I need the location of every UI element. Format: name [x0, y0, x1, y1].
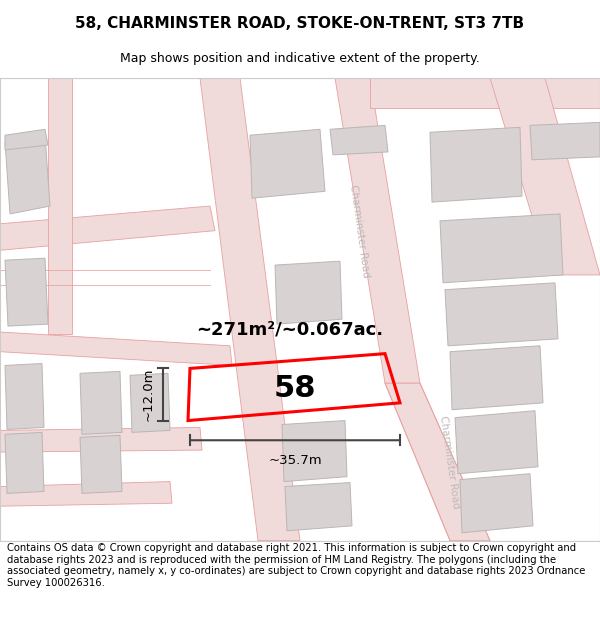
- Polygon shape: [285, 482, 352, 531]
- Text: Map shows position and indicative extent of the property.: Map shows position and indicative extent…: [120, 52, 480, 65]
- Polygon shape: [5, 129, 48, 150]
- Polygon shape: [440, 214, 563, 282]
- Polygon shape: [0, 206, 215, 251]
- Polygon shape: [5, 258, 48, 326]
- Polygon shape: [430, 127, 522, 202]
- Text: ~12.0m: ~12.0m: [142, 368, 155, 421]
- Polygon shape: [130, 373, 170, 432]
- Polygon shape: [455, 411, 538, 474]
- Polygon shape: [530, 122, 600, 160]
- Polygon shape: [445, 282, 558, 346]
- Polygon shape: [370, 78, 600, 108]
- Polygon shape: [0, 482, 172, 506]
- Text: ~35.7m: ~35.7m: [268, 454, 322, 467]
- Polygon shape: [0, 332, 232, 366]
- Text: 58: 58: [274, 374, 316, 402]
- Text: Contains OS data © Crown copyright and database right 2021. This information is : Contains OS data © Crown copyright and d…: [7, 543, 586, 588]
- Polygon shape: [275, 261, 342, 324]
- Polygon shape: [450, 346, 543, 410]
- Polygon shape: [200, 78, 300, 541]
- Polygon shape: [80, 371, 122, 434]
- Polygon shape: [5, 135, 50, 214]
- Polygon shape: [48, 78, 72, 334]
- Polygon shape: [5, 364, 44, 429]
- Polygon shape: [335, 78, 420, 383]
- Text: Charminster Road: Charminster Road: [439, 414, 461, 509]
- Text: 58, CHARMINSTER ROAD, STOKE-ON-TRENT, ST3 7TB: 58, CHARMINSTER ROAD, STOKE-ON-TRENT, ST…: [76, 16, 524, 31]
- Text: ~271m²/~0.067ac.: ~271m²/~0.067ac.: [196, 320, 383, 338]
- Polygon shape: [385, 383, 490, 541]
- Text: Charminster Road: Charminster Road: [349, 183, 371, 278]
- Polygon shape: [460, 474, 533, 532]
- Polygon shape: [282, 421, 347, 482]
- Polygon shape: [330, 126, 388, 155]
- Polygon shape: [80, 436, 122, 493]
- Polygon shape: [250, 129, 325, 198]
- Polygon shape: [5, 432, 44, 493]
- Polygon shape: [490, 78, 600, 275]
- Polygon shape: [0, 428, 202, 452]
